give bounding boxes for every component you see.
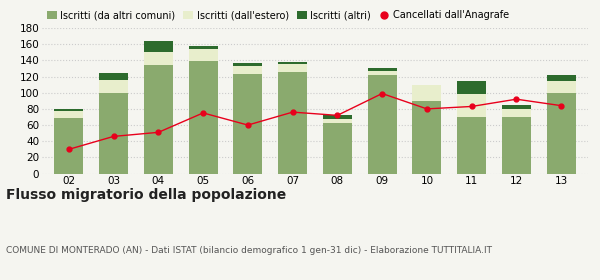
Bar bbox=[233, 66, 262, 74]
Bar bbox=[233, 74, 262, 174]
Bar bbox=[368, 68, 397, 71]
Bar bbox=[99, 93, 128, 174]
Bar bbox=[457, 117, 486, 174]
Bar bbox=[412, 101, 442, 174]
Bar bbox=[55, 109, 83, 111]
Bar bbox=[144, 41, 173, 52]
Bar bbox=[278, 62, 307, 64]
Bar bbox=[144, 52, 173, 65]
Bar bbox=[55, 111, 83, 118]
Legend: Iscritti (da altri comuni), Iscritti (dall'estero), Iscritti (altri), Cancellati: Iscritti (da altri comuni), Iscritti (da… bbox=[47, 10, 509, 20]
Bar bbox=[144, 65, 173, 174]
Bar bbox=[502, 117, 531, 174]
Bar bbox=[412, 85, 442, 101]
Bar bbox=[547, 93, 575, 174]
Bar bbox=[278, 64, 307, 73]
Bar bbox=[368, 71, 397, 75]
Bar bbox=[233, 63, 262, 66]
Bar bbox=[547, 75, 575, 81]
Bar bbox=[99, 80, 128, 93]
Bar bbox=[188, 61, 218, 174]
Bar bbox=[188, 46, 218, 49]
Bar bbox=[502, 105, 531, 109]
Text: Flusso migratorio della popolazione: Flusso migratorio della popolazione bbox=[6, 188, 286, 202]
Text: COMUNE DI MONTERADO (AN) - Dati ISTAT (bilancio demografico 1 gen-31 dic) - Elab: COMUNE DI MONTERADO (AN) - Dati ISTAT (b… bbox=[6, 246, 492, 255]
Bar bbox=[457, 94, 486, 117]
Bar bbox=[99, 73, 128, 80]
Bar bbox=[502, 109, 531, 117]
Bar bbox=[547, 81, 575, 93]
Bar bbox=[278, 73, 307, 174]
Bar bbox=[457, 81, 486, 94]
Bar bbox=[323, 119, 352, 123]
Bar bbox=[188, 49, 218, 61]
Bar bbox=[368, 75, 397, 174]
Bar bbox=[323, 115, 352, 119]
Bar bbox=[55, 118, 83, 174]
Bar bbox=[323, 123, 352, 174]
